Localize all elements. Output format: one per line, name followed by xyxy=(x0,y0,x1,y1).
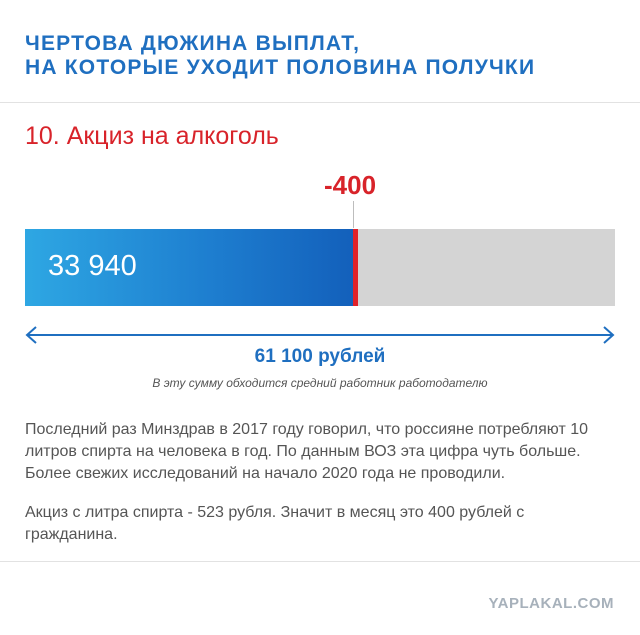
section-title: 10. Акциз на алкоголь xyxy=(25,122,279,150)
header-title-line-1: ЧЕРТОВА ДЮЖИНА ВЫПЛАТ, xyxy=(25,32,361,55)
total-salary-note: В эту сумму обходится средний работник р… xyxy=(152,376,488,390)
bar-segment-alcohol xyxy=(353,229,358,306)
header-divider xyxy=(0,102,640,103)
double-arrow-icon xyxy=(25,326,615,344)
header: ЧЕРТОВА ДЮЖИНА ВЫПЛАТ, НА КОТОРЫЕ УХОДИТ… xyxy=(0,0,640,102)
bar-fill-remaining xyxy=(25,229,353,306)
watermark: YAPLAKAL.COM xyxy=(488,595,614,612)
alcohol-excise-tick xyxy=(353,201,354,228)
header-title-line-2: НА КОТОРЫЕ УХОДИТ ПОЛОВИНА ПОЛУЧКИ xyxy=(25,56,536,79)
body-paragraph-1: Последний раз Минздрав в 2017 году говор… xyxy=(25,421,589,482)
total-salary-label: 61 100 рублей xyxy=(254,346,386,367)
bar-value-label: 33 940 xyxy=(48,250,137,282)
footer-divider xyxy=(0,561,640,562)
alcohol-excise-label: -400 xyxy=(324,170,377,200)
body-paragraph-2: Акциз с литра спирта - 523 рубля. Значит… xyxy=(25,504,525,543)
